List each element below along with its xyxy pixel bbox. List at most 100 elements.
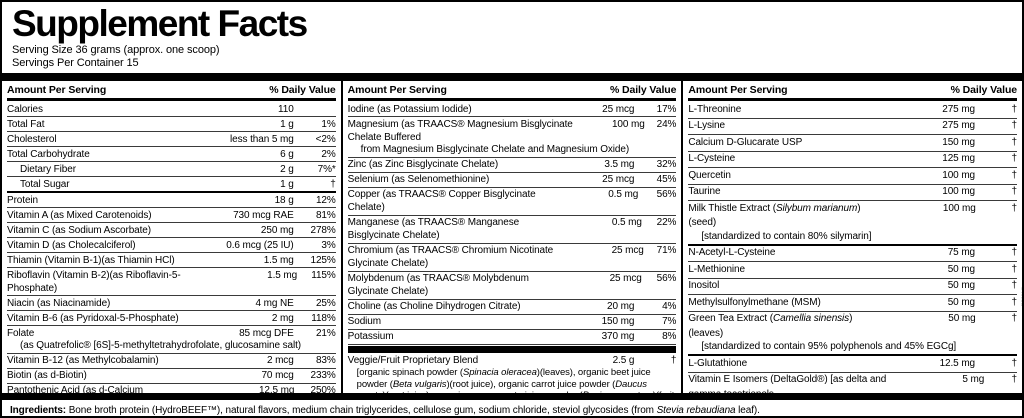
nutrient-detail: (as Quatrefolic® [6S]-5-methyltetrahydro… [20,339,301,351]
nutrient-daily-value: † [1011,136,1018,148]
nutrient-amount: 18 g [274,194,294,206]
nutrient-name: Total Fat [7,118,45,130]
table-row: Sodium 150 mg 7% [347,315,677,330]
nutrient-amount: 25 mcg [602,174,635,185]
table-row-line: L-Methionine 50 mg † [688,263,1017,278]
table-row-line: Total Sugar 1 g † [7,178,336,191]
nutrient-amount: 150 mg [601,316,635,327]
nutrient-amount: 0.6 mcg (25 IU) [226,239,294,251]
nutrient-daily-value: 8% [662,331,677,342]
nutrient-name: L-Threonine [688,103,742,115]
nutrient-amount: 110 [278,103,294,115]
table-row-line: Veggie/Fruit Proprietary Blend 2.5 g † [348,354,677,367]
table-row: Milk Thistle Extract (Silybum marianum)(… [688,201,1017,246]
nutrient-daily-value: 83% [315,355,336,366]
nutrient-daily-value: 2% [321,148,336,160]
nutrient-daily-value: 7% [662,316,677,327]
table-row: L-Methionine 50 mg † [688,262,1017,279]
ingredients-text: Bone broth protein (HydroBEEF™), natural… [68,405,760,416]
nutrient-amount: 50 mg [947,296,976,308]
table-row-line: Vitamin E Isomers (DeltaGold®) [as delta… [688,373,1017,393]
header-divider-bar [2,73,1022,81]
nutrient-name: Milk Thistle Extract (Silybum marianum)(… [688,202,861,229]
nutrient-name: Green Tea Extract (Camellia sinensis)(le… [688,313,853,339]
facts-columns: Amount Per Serving % Daily Value Calories 1… [2,81,1022,393]
table-row: Manganese (as TRAACS® Manganese Bisglyci… [347,216,676,244]
table-row: Veggie/Fruit Proprietary Blend 2.5 g † [org… [348,354,677,393]
nutrient-daily-value: 81% [315,209,336,221]
nutrient-daily-value: 115% [311,269,336,281]
table-row: Choline (as Choline Dihydrogen Citrate) 2… [347,300,676,315]
table-row-line: Sodium 150 mg 7% [348,315,677,328]
nutrient-daily-value: 7%* [317,163,336,175]
nutrient-amount: 12.5 mg [939,357,976,369]
label-header: Supplement Facts Serving Size 36 grams (… [2,2,1022,71]
nutrient-name: Veggie/Fruit Proprietary Blend [347,355,479,366]
table-row: Riboflavin (Vitamin B-2)(as Riboflavin-5… [7,268,336,296]
nutrient-name: Vitamin A (as Mixed Carotenoids) [7,209,152,221]
nutrient-name: Calories [7,103,43,115]
nutrient-amount: 12.5 mg [258,385,295,393]
table-row-line: Calories 110 [7,103,336,116]
table-row-line: Dietary Fiber 2 g 7%* [7,163,336,176]
nutrient-name: Inositol [688,280,720,291]
table-row: Biotin (as d-Biotin) 70 mcg 233% [7,369,336,384]
nutrient-daily-value: † [1011,202,1018,214]
table-row-line: Inositol 50 mg † [688,279,1017,294]
table-row: Total Carbohydrate 6 g 2% [7,147,336,162]
table-row-line: Vitamin C (as Sodium Ascorbate) 250 mg 278… [7,224,336,237]
nutrient-amount: 125 mg [942,153,976,164]
table-row-line: Cholesterol less than 5 mg <2% [7,133,336,146]
table-row: Cholesterol less than 5 mg <2% [7,132,336,147]
daily-value-header: % Daily Value [950,84,1018,96]
nutrient-daily-value: 1% [321,118,336,130]
table-row-line: Milk Thistle Extract (Silybum marianum)(… [688,202,1017,231]
table-row: N-Acetyl-L-Cysteine 75 mg † [688,246,1017,262]
nutrient-amount: 100 mg [942,186,976,197]
table-row-line: Calcium D-Glucarate USP 150 mg † [688,136,1017,151]
nutrient-daily-value: 118% [311,312,336,324]
column-2: Amount Per Serving % Daily Value Iodine (a… [340,81,682,393]
nutrient-name: N-Acetyl-L-Cysteine [688,247,776,258]
nutrient-daily-value: † [1011,169,1018,181]
table-row: Green Tea Extract (Camellia sinensis)(le… [688,312,1017,356]
daily-value-header: % Daily Value [609,84,677,96]
nutrient-name: Zinc (as Zinc Bisglycinate Chelate) [347,159,499,170]
nutrient-daily-value: 21% [315,327,336,339]
nutrient-name: Thiamin (Vitamin B-1)(as Thiamin HCl) [7,254,175,266]
table-row-line: Zinc (as Zinc Bisglycinate Chelate) 3.5 m… [348,158,677,171]
table-row: Copper (as TRAACS® Copper Bisglycinate C… [347,188,677,216]
nutrient-name: Sodium [347,316,381,327]
nutrient-daily-value: † [1011,296,1018,308]
nutrient-detail: [organic spinach powder (Spinacia olerac… [356,367,675,393]
nutrient-amount: 3.5 mg [604,159,635,170]
table-row-line: Copper (as TRAACS® Copper Bisglycinate C… [348,188,677,214]
table-row-line: Vitamin D (as Cholecalciferol) 0.6 mcg (2… [7,239,336,252]
footer-divider-bar [2,393,1022,400]
nutrient-name: Protein [7,194,38,206]
nutrient-amount: 70 mcg [261,370,294,381]
nutrient-name: Folate [7,327,35,339]
nutrient-amount: 2 g [280,163,294,175]
nutrient-amount: 100 mg [611,118,645,130]
nutrient-amount: 2 mcg [266,355,294,366]
nutrient-daily-value: † [1011,263,1018,275]
nutrient-name: Niacin (as Niacinamide) [7,297,111,309]
nutrient-amount: 25 mcg [611,245,644,256]
amount-per-serving-header: Amount Per Serving [7,84,107,96]
nutrient-amount: 250 mg [260,224,294,236]
nutrient-daily-value: 278% [310,224,336,236]
column-header: Amount Per Serving % Daily Value [688,81,1017,101]
nutrient-daily-value: † [1011,103,1018,115]
table-row: Chromium (as TRAACS® Chromium Nicotinate… [347,244,676,272]
nutrient-amount: 0.5 mg [611,217,642,228]
table-row-line: Pantothenic Acid (as d-Calcium Pantothen… [7,384,336,393]
nutrient-detail: from Magnesium Bisglycinate Chelate and … [360,143,630,155]
table-row: Calcium D-Glucarate USP 150 mg † [688,135,1017,152]
nutrient-name: Vitamin B-6 (as Pyridoxal-5-Phosphate) [7,312,179,324]
table-row-line: Biotin (as d-Biotin) 70 mcg 233% [7,369,336,382]
table-row: Vitamin C (as Sodium Ascorbate) 250 mg 278… [7,223,336,238]
nutrient-daily-value: 17% [656,103,677,115]
nutrient-daily-value: 233% [310,370,336,381]
